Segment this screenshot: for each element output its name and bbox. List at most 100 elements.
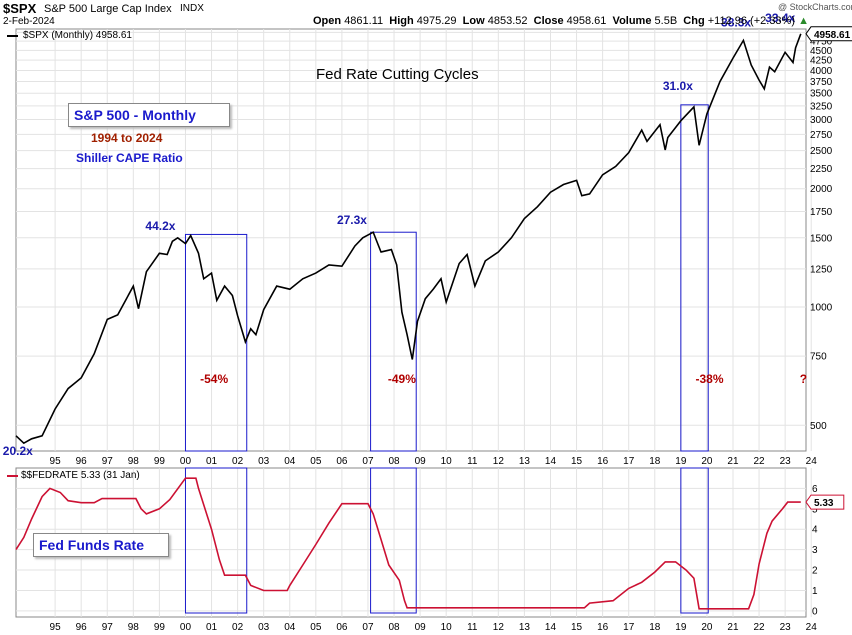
chart-annotation: -54% xyxy=(200,372,228,386)
x-tick-label: 10 xyxy=(441,622,453,633)
x-tick-label: 10 xyxy=(441,456,453,467)
y-tick-label: 1000 xyxy=(810,302,833,313)
chart-annotation: -38% xyxy=(696,372,724,386)
date-range-label: 1994 to 2024 xyxy=(91,131,163,145)
y-tick-label: 2000 xyxy=(810,184,833,195)
quote-volume: 5.5B xyxy=(654,15,678,27)
x-tick-label: 06 xyxy=(336,456,348,467)
chart-annotation: ? xyxy=(800,372,807,386)
x-tick-label: 24 xyxy=(806,456,818,467)
fedrate-line xyxy=(15,477,801,610)
y-tick-label: 4000 xyxy=(810,66,833,77)
x-tick-label: 17 xyxy=(623,456,635,467)
x-tick-label: 14 xyxy=(545,622,557,633)
x-tick-label: 16 xyxy=(597,456,609,467)
y-tick-label: 3750 xyxy=(810,77,833,88)
cutting-cycle-box xyxy=(184,233,248,452)
x-tick-label: 11 xyxy=(467,622,478,633)
y-tick-label: 4 xyxy=(812,525,818,536)
x-tick-label: 98 xyxy=(128,456,140,467)
x-tick-label: 21 xyxy=(727,456,739,467)
price-panel-frame xyxy=(15,28,807,452)
svg-text:4958.61: 4958.61 xyxy=(814,30,851,41)
y-tick-label: 3000 xyxy=(810,115,833,126)
y-tick-label: 1500 xyxy=(810,233,833,244)
y-tick-label: 1 xyxy=(812,586,818,597)
x-tick-label: 01 xyxy=(206,622,218,633)
cutting-cycle-box xyxy=(370,467,417,614)
chart-annotation: -49% xyxy=(388,372,416,386)
x-tick-label: 23 xyxy=(780,622,792,633)
x-tick-label: 01 xyxy=(206,456,218,467)
quote-bar: Open 4861.11 High 4975.29 Low 4853.52 Cl… xyxy=(313,15,809,27)
y-tick-label: 0 xyxy=(812,606,818,617)
cape-label: Shiller CAPE Ratio xyxy=(76,151,183,165)
y-tick-label: 6 xyxy=(812,484,818,495)
y-tick-label: 750 xyxy=(810,352,827,363)
cutting-cycle-box xyxy=(680,467,709,614)
x-tick-label: 19 xyxy=(675,456,687,467)
x-tick-label: 95 xyxy=(50,456,62,467)
x-tick-label: 03 xyxy=(258,456,270,467)
chart-annotation: 33.4x xyxy=(765,11,795,25)
quote-low: 4853.52 xyxy=(487,15,528,27)
x-tick-label: 05 xyxy=(310,622,322,633)
x-tick-label: 13 xyxy=(519,622,531,633)
info-box-sp500: S&P 500 - Monthly xyxy=(68,103,230,127)
x-tick-label: 02 xyxy=(232,622,244,633)
chart-annotation: 44.2x xyxy=(145,219,175,233)
chart-exchange: INDX xyxy=(180,3,204,14)
quote-close: 4958.61 xyxy=(566,15,607,27)
x-tick-label: 13 xyxy=(519,456,531,467)
quote-chg-label: Chg xyxy=(683,15,705,27)
chart-index-name: S&P 500 Large Cap Index xyxy=(44,3,172,15)
quote-high: 4975.29 xyxy=(416,15,457,27)
price-last-value-tag: 4958.61 xyxy=(805,26,852,42)
cutting-cycle-box xyxy=(680,104,709,452)
x-tick-label: 22 xyxy=(754,622,766,633)
chart-annotation: 27.3x xyxy=(337,213,367,227)
y-tick-label: 4250 xyxy=(810,56,833,67)
x-tick-label: 99 xyxy=(154,622,166,633)
x-tick-label: 05 xyxy=(310,456,322,467)
chart-annotation: 38.3x xyxy=(721,15,751,29)
up-arrow-icon: ▲ xyxy=(798,15,809,27)
y-tick-label: 3500 xyxy=(810,89,833,100)
y-tick-label: 3250 xyxy=(810,101,833,112)
x-tick-label: 16 xyxy=(597,622,609,633)
quote-open-label: Open xyxy=(313,15,342,27)
y-tick-label: 2500 xyxy=(810,146,833,157)
x-tick-label: 00 xyxy=(180,456,192,467)
spx-line xyxy=(15,33,802,445)
x-tick-label: 03 xyxy=(258,622,270,633)
x-tick-label: 24 xyxy=(806,622,818,633)
y-tick-label: 4500 xyxy=(810,46,833,57)
x-tick-label: 07 xyxy=(362,456,374,467)
quote-volume-label: Volume xyxy=(612,15,652,27)
chart-annotation: 31.0x xyxy=(663,79,693,93)
y-tick-label: 500 xyxy=(810,421,827,432)
x-tick-label: 07 xyxy=(362,622,374,633)
x-tick-label: 99 xyxy=(154,456,166,467)
chart-annotation: 20.2x xyxy=(3,444,33,458)
x-tick-label: 02 xyxy=(232,456,244,467)
x-tick-label: 18 xyxy=(649,456,661,467)
x-tick-label: 19 xyxy=(675,622,687,633)
chart-date: 2-Feb-2024 xyxy=(3,16,55,27)
y-tick-label: 5 xyxy=(812,504,818,515)
x-tick-label: 17 xyxy=(623,622,635,633)
x-tick-label: 09 xyxy=(415,622,427,633)
x-tick-label: 15 xyxy=(571,622,583,633)
x-tick-label: 18 xyxy=(649,622,661,633)
x-tick-label: 98 xyxy=(128,622,140,633)
x-tick-label: 08 xyxy=(388,622,400,633)
y-tick-label: 1250 xyxy=(810,264,833,275)
quote-chg: +112.96 (+2.33%) xyxy=(707,15,795,27)
x-tick-label: 00 xyxy=(180,622,192,633)
x-tick-label: 08 xyxy=(388,456,400,467)
x-tick-label: 21 xyxy=(727,622,739,633)
x-tick-label: 96 xyxy=(76,622,88,633)
x-tick-label: 23 xyxy=(780,456,792,467)
y-tick-label: 2 xyxy=(812,566,818,577)
